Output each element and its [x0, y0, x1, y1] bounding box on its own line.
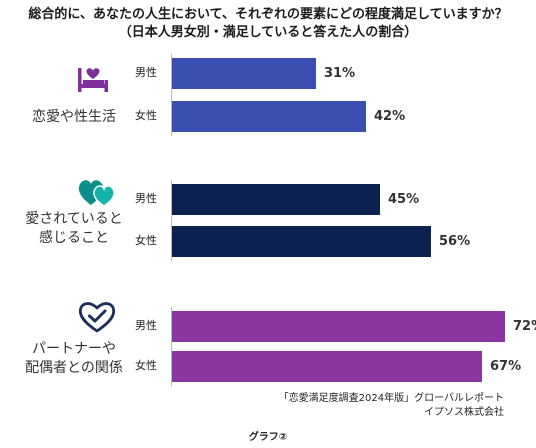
series-label-romance-female: 女性 — [135, 109, 157, 122]
source-line1: 「恋愛満足度調査2024年版」グローバルレポート — [278, 393, 504, 404]
value-label-feeling-loved-female: 56% — [439, 234, 471, 249]
value-label-romance-female: 42% — [374, 109, 406, 124]
chart-title-line2: （日本人男女別・満足していると答えた人の割合） — [118, 25, 418, 40]
source-line2: イプソス株式会社 — [424, 407, 504, 418]
bar-partner-female — [172, 351, 482, 382]
bar-feeling-loved-male — [172, 184, 380, 215]
category-axis-line — [171, 54, 172, 136]
value-label-partner-female: 67% — [490, 359, 522, 374]
series-label-feeling-loved-male: 男性 — [135, 192, 157, 205]
value-label-partner-male: 72% — [513, 319, 536, 334]
series-label-partner-male: 男性 — [135, 319, 157, 332]
chart-title-line1: 総合的に、あなたの人生において、それぞれの要素にどの程度満足していますか？ — [28, 7, 508, 22]
series-label-partner-female: 女性 — [135, 359, 157, 372]
category-label-feeling-loved: 愛されていると 感じること — [25, 211, 123, 246]
figure-caption: グラフ② — [248, 432, 288, 443]
heart-check-icon — [77, 298, 117, 338]
bar-romance-female — [172, 101, 366, 132]
bar-romance-male — [172, 58, 316, 89]
bar-feeling-loved-female — [172, 226, 431, 257]
category-axis-line — [171, 180, 172, 261]
category-label-romance: 恋愛や性生活 — [32, 109, 116, 125]
series-label-romance-male: 男性 — [135, 66, 157, 79]
series-label-feeling-loved-female: 女性 — [135, 234, 157, 247]
value-label-feeling-loved-male: 45% — [388, 192, 420, 207]
two-hearts-icon — [77, 175, 117, 213]
heart-bed-icon — [77, 66, 109, 98]
bar-partner-male — [172, 311, 505, 342]
category-axis-line — [171, 307, 172, 386]
category-label-partner-relationship: パートナーや 配偶者との関係 — [25, 341, 123, 376]
value-label-romance-male: 31% — [324, 66, 356, 81]
